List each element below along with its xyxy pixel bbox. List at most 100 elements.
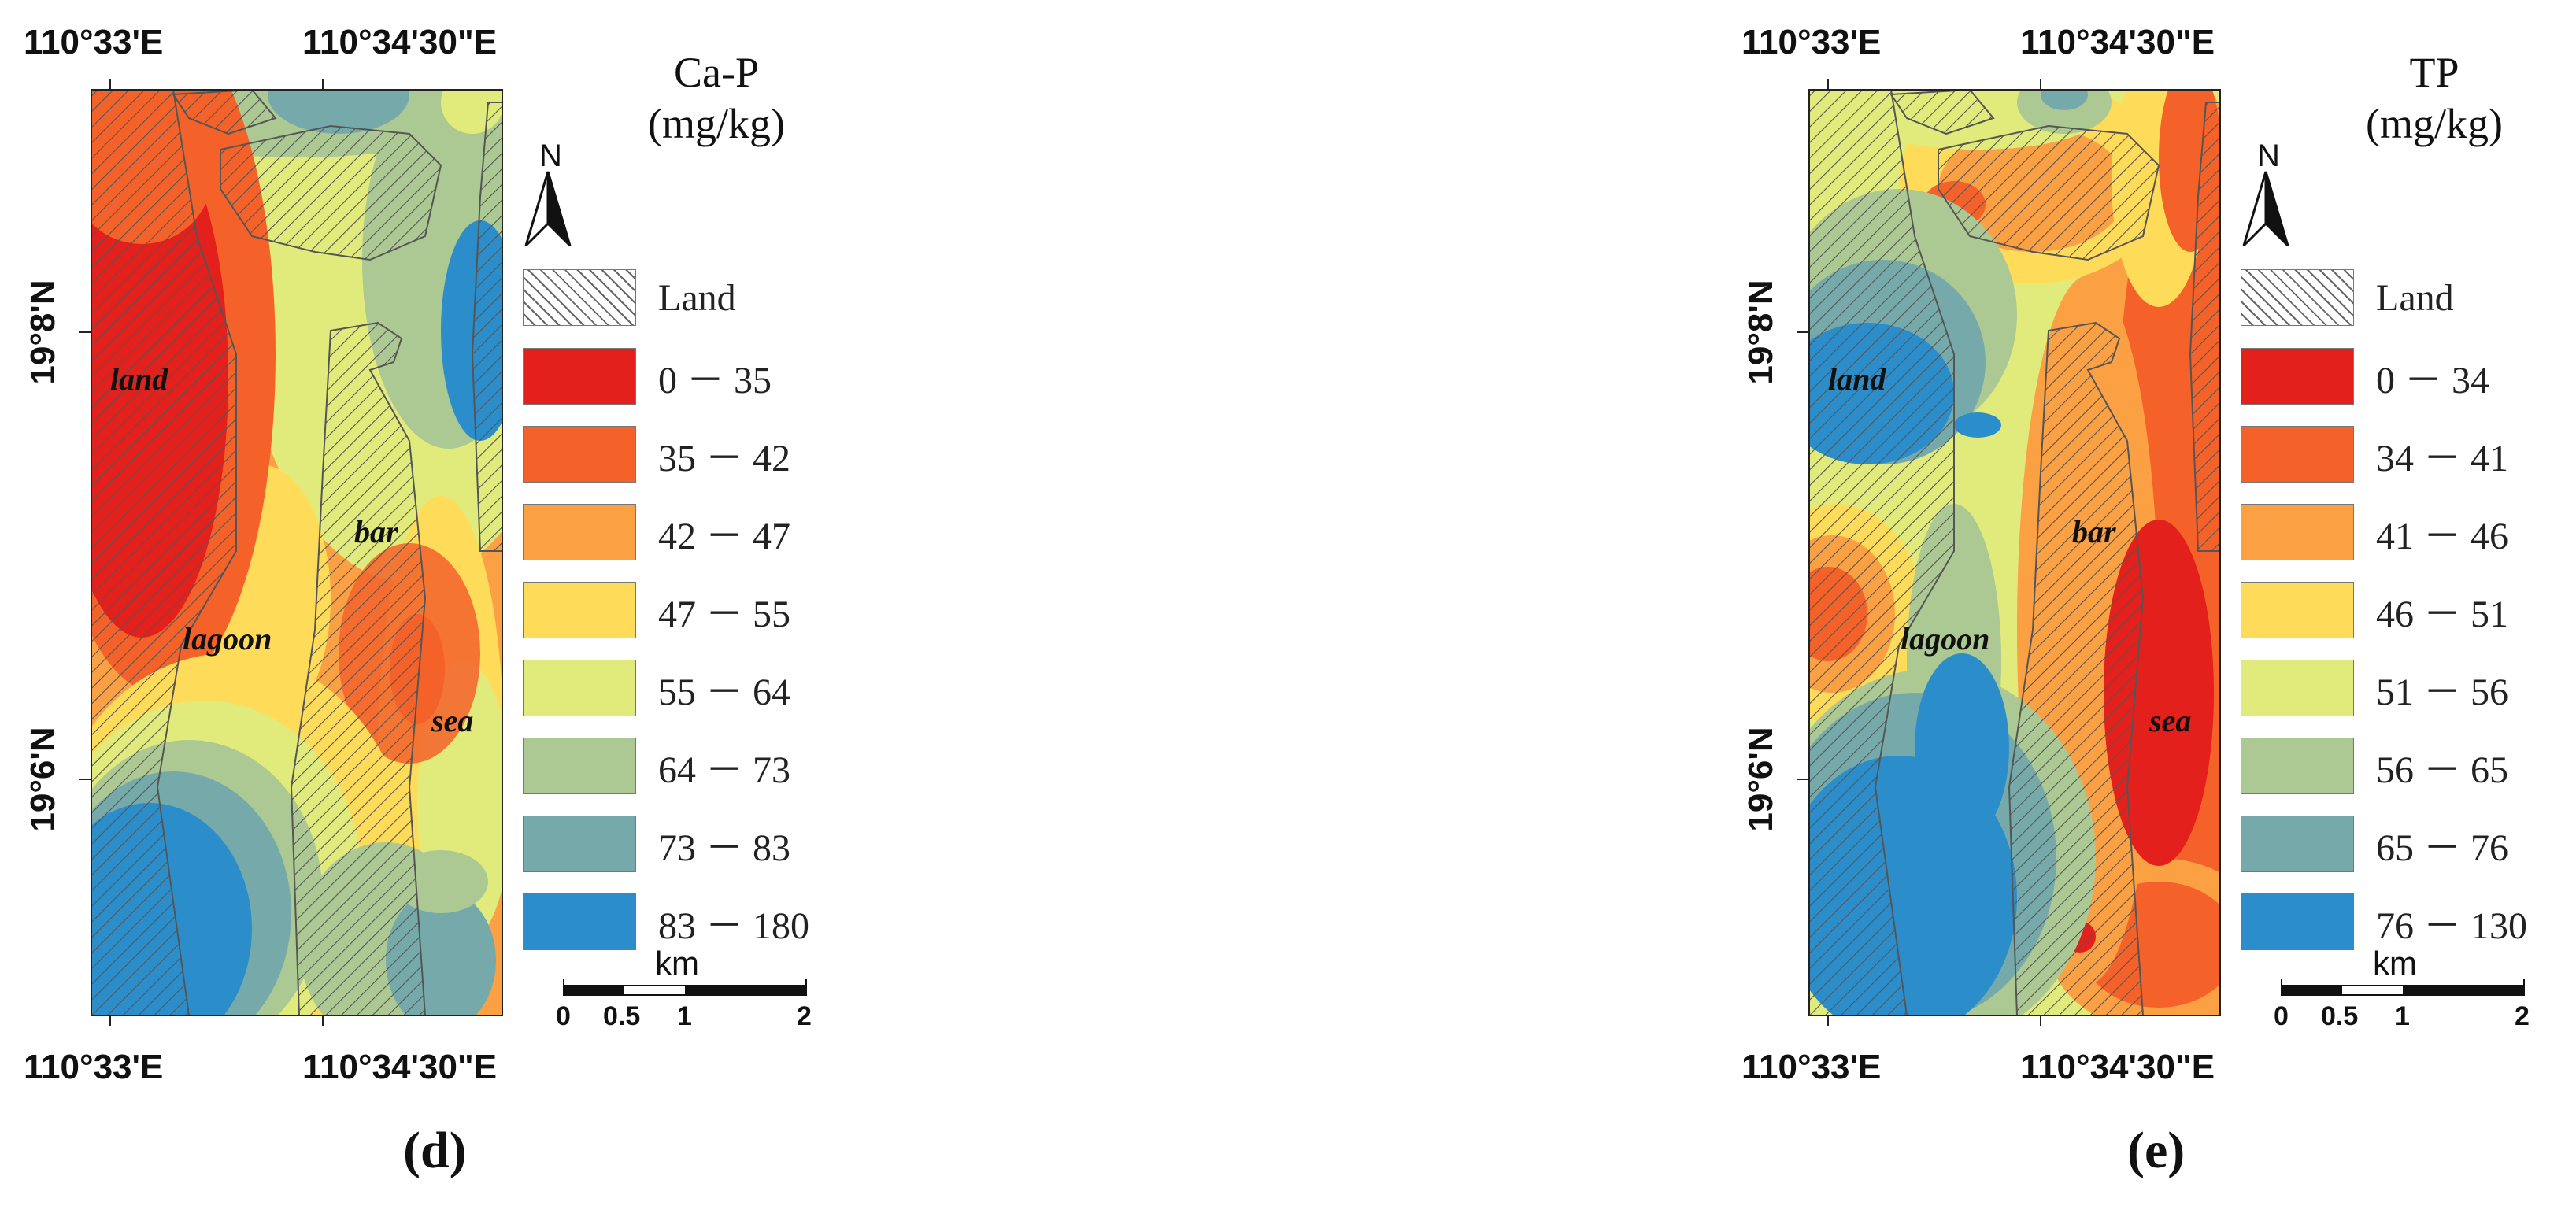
legend-swatch [2241, 426, 2354, 483]
legend-swatch [2241, 660, 2354, 716]
bottom-lon-label-1: 110°33'E [24, 1048, 164, 1086]
region-label-bar: bar [2072, 514, 2116, 549]
legend-label: 34 － 41 [2376, 438, 2509, 479]
legend-item-2: 34 － 41 [2241, 426, 2508, 483]
legend-label: 41 － 46 [2376, 516, 2509, 557]
map-e-land-hatch [1809, 90, 2220, 1015]
map-d-frame [91, 89, 503, 1016]
north-label: N [539, 139, 562, 173]
legend-label: 65 － 76 [2376, 827, 2509, 869]
panel-d-ca-p-map: 110°33'E 110°34'30"E 110°33'E 110°34'30"… [0, 0, 866, 1217]
legend-swatch [2241, 582, 2354, 638]
top-lon-label-2: 110°34'30"E [2020, 23, 2215, 61]
scale-tick-1: 1 [2395, 1001, 2410, 1031]
legend-swatch [523, 504, 636, 560]
legend-item-6: 64 － 73 [523, 738, 790, 794]
legend-item-7: 65 － 76 [2241, 816, 2508, 872]
map-e-frame [1808, 89, 2221, 1016]
legend-label: Land [2376, 276, 2454, 319]
region-label-bar: bar [354, 514, 398, 549]
legend-item-2: 35 － 42 [523, 426, 790, 483]
map-d-land-hatch [91, 90, 502, 1015]
region-label-lagoon: lagoon [1901, 621, 1990, 657]
map-d-figure [79, 79, 807, 1026]
legend-label: 46 － 51 [2376, 594, 2509, 635]
legend-item-4: 46 － 51 [2241, 582, 2508, 638]
legend-swatch [523, 660, 636, 716]
legend-label: 47 － 55 [658, 594, 791, 635]
region-label-sea: sea [431, 703, 474, 738]
legend-item-6: 56 － 65 [2241, 738, 2508, 794]
scale-tick-1: 1 [677, 1001, 692, 1031]
legend-item-1: 0 － 35 [523, 348, 772, 405]
top-lon-label-1: 110°33'E [24, 23, 164, 61]
scale-tick-0: 0 [556, 1001, 571, 1031]
legend-item-4: 47 － 55 [523, 582, 790, 638]
region-label-sea: sea [2149, 703, 2192, 738]
legend-swatch [523, 816, 636, 872]
legend-label: 83 － 180 [658, 905, 810, 947]
region-label-land: land [1828, 361, 1886, 397]
legend-item-land: Land [2241, 269, 2454, 326]
legend-label: 35 － 42 [658, 438, 791, 479]
legend-label: 56 － 65 [2376, 749, 2509, 791]
scale-tick-2: 2 [797, 1001, 812, 1031]
top-lon-label-1: 110°33'E [1741, 23, 1882, 61]
top-lon-label-2: 110°34'30"E [302, 23, 498, 61]
legend-item-5: 55 － 64 [523, 660, 790, 716]
scale-bar [563, 979, 807, 996]
legend-swatch [2241, 738, 2354, 794]
north-arrow-icon [524, 171, 572, 247]
legend-label: 0 － 35 [658, 360, 772, 401]
legend-label: Land [658, 276, 736, 319]
scale-tick-0-5: 0.5 [603, 1001, 641, 1031]
panel-e-tp-map: 110°33'E 110°34'30"E 110°33'E 110°34'30"… [1718, 0, 2576, 1217]
legend-label: 73 － 83 [658, 827, 791, 869]
map-e-title-line2: (mg/kg) [2366, 99, 2503, 147]
scale-bar [2281, 979, 2525, 996]
legend-label: 51 － 56 [2376, 671, 2509, 713]
legend-item-1: 0 － 34 [2241, 348, 2489, 405]
legend-swatch [523, 426, 636, 483]
scale-unit: km [655, 945, 699, 982]
legend-swatch [523, 738, 636, 794]
legend-swatch [2241, 816, 2354, 872]
legend-label: 0 － 34 [2376, 360, 2490, 401]
legend-label: 42 － 47 [658, 516, 791, 557]
legend-swatch-land [523, 269, 636, 326]
bottom-lon-label-2: 110°34'30"E [302, 1048, 498, 1086]
map-e-figure [1797, 79, 2525, 1026]
scale-tick-0-5: 0.5 [2321, 1001, 2359, 1031]
legend-swatch [523, 582, 636, 638]
north-arrow-icon [2242, 171, 2289, 247]
map-e-title-line1: TP [2409, 49, 2459, 96]
legend-label: 64 － 73 [658, 749, 791, 791]
region-label-land: land [110, 361, 168, 397]
map-d-title: Ca-P (mg/kg) [598, 47, 835, 150]
legend-item-3: 42 － 47 [523, 504, 790, 560]
legend-item-land: Land [523, 269, 736, 326]
legend-swatch [523, 348, 636, 405]
legend-item-7: 73 － 83 [523, 816, 790, 872]
legend-item-8: 83 － 180 [523, 893, 809, 950]
bottom-lon-label-1: 110°33'E [1741, 1048, 1882, 1086]
map-e-title: TP (mg/kg) [2316, 47, 2552, 150]
scale-tick-2: 2 [2515, 1001, 2530, 1031]
region-label-lagoon: lagoon [183, 621, 272, 657]
legend-label: 55 － 64 [658, 671, 791, 713]
legend-item-8: 76 － 130 [2241, 893, 2527, 950]
map-d-title-line2: (mg/kg) [648, 99, 785, 147]
legend-swatch [2241, 348, 2354, 405]
north-label: N [2257, 139, 2280, 173]
legend-item-3: 41 － 46 [2241, 504, 2508, 560]
scale-tick-0: 0 [2274, 1001, 2289, 1031]
legend-swatch [523, 893, 636, 950]
panel-label-d: (d) [403, 1122, 467, 1179]
legend-item-5: 51 － 56 [2241, 660, 2508, 716]
legend-swatch [2241, 504, 2354, 560]
panel-label-e: (e) [2127, 1122, 2186, 1179]
map-d-title-line1: Ca-P [674, 49, 759, 96]
legend-label: 76 － 130 [2376, 905, 2528, 947]
scale-unit: km [2373, 945, 2417, 982]
legend-swatch [2241, 893, 2354, 950]
